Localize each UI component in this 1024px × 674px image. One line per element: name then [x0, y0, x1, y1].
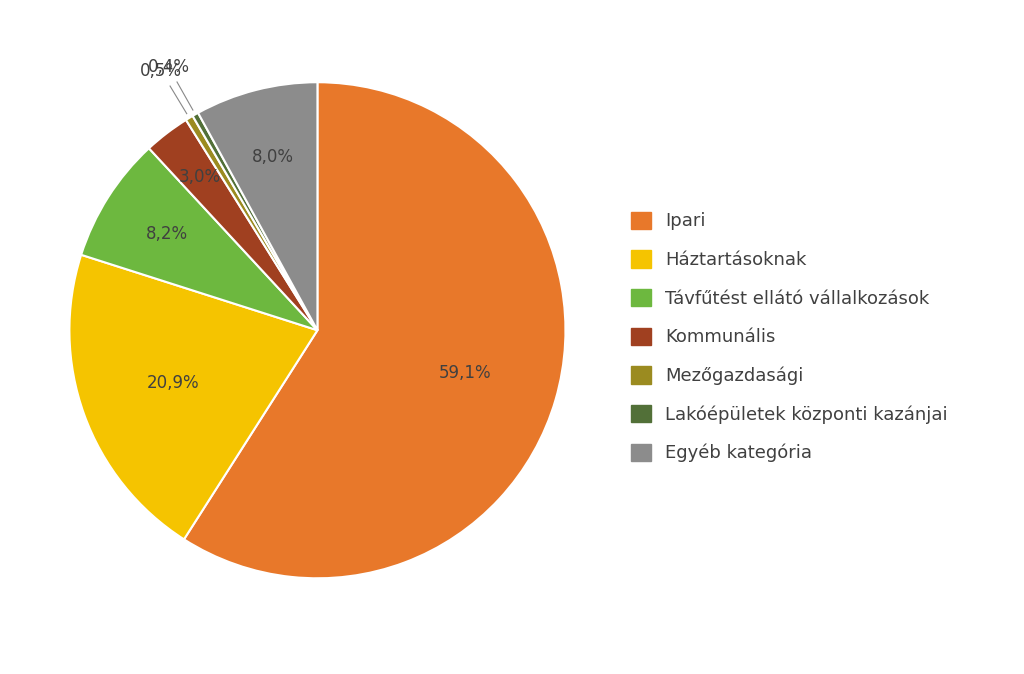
Text: 0,5%: 0,5%: [140, 62, 182, 80]
Wedge shape: [148, 120, 317, 330]
Text: 0,4%: 0,4%: [147, 58, 189, 76]
Wedge shape: [81, 148, 317, 330]
Wedge shape: [193, 113, 317, 330]
Text: 8,2%: 8,2%: [145, 225, 187, 243]
Wedge shape: [198, 82, 317, 330]
Text: 8,0%: 8,0%: [252, 148, 294, 166]
Wedge shape: [70, 255, 317, 539]
Text: 20,9%: 20,9%: [146, 373, 199, 392]
Legend: Ipari, Háztartásoknak, Távfűtést ellátó vállalkozások, Kommunális, Mezőgazdasági: Ipari, Háztartásoknak, Távfűtést ellátó …: [624, 204, 954, 470]
Wedge shape: [184, 82, 565, 578]
Wedge shape: [186, 116, 317, 330]
Text: 3,0%: 3,0%: [179, 168, 221, 185]
Text: 59,1%: 59,1%: [438, 365, 492, 382]
